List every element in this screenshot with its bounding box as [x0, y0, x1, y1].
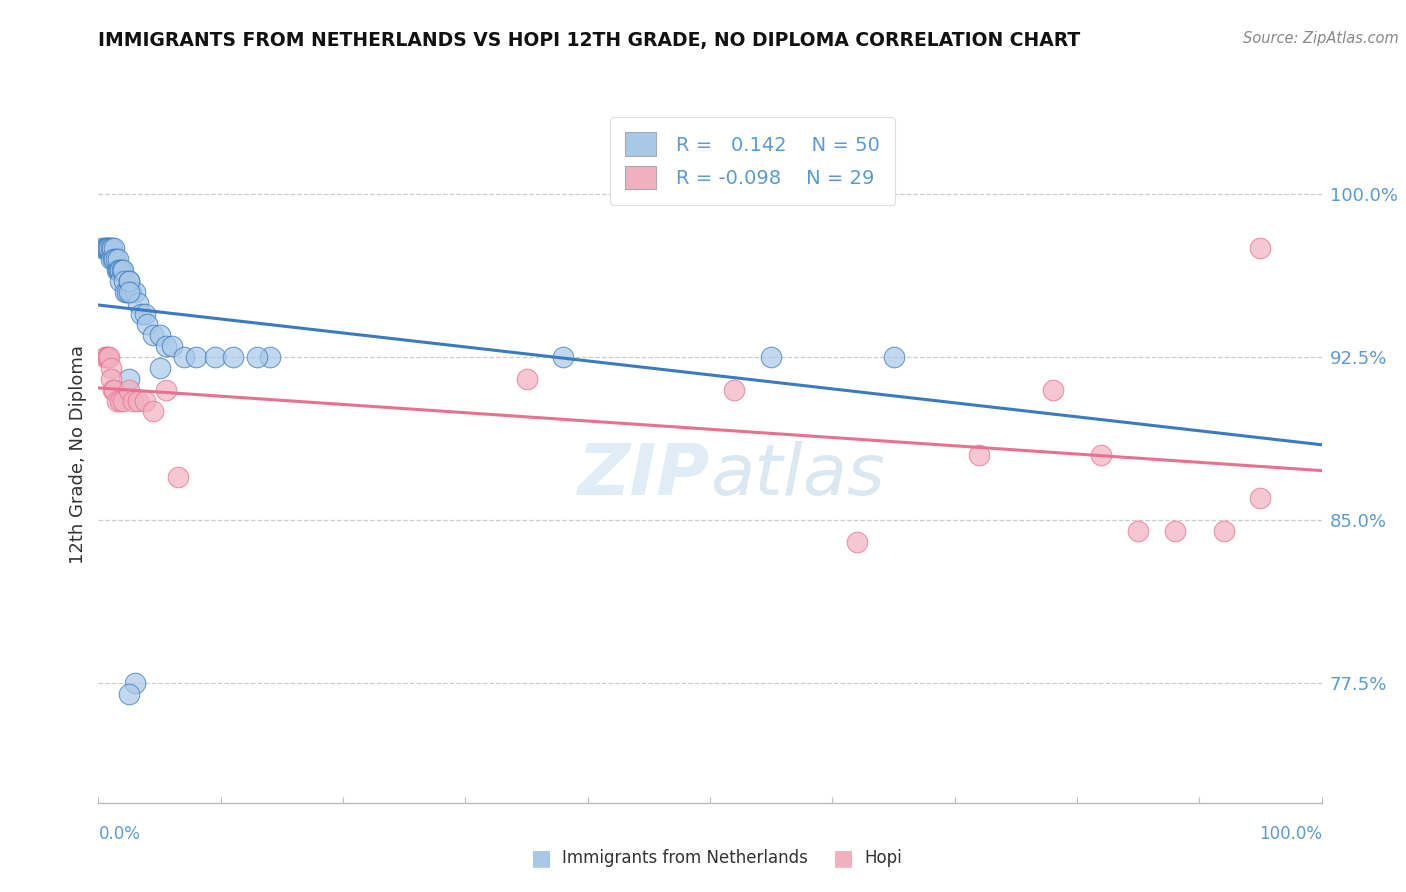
- Text: Hopi: Hopi: [865, 849, 903, 867]
- Text: 100.0%: 100.0%: [1258, 825, 1322, 843]
- Point: [121, 393, 143, 408]
- Point: [134, 307, 156, 321]
- Point: [967, 448, 990, 462]
- Point: [118, 383, 141, 397]
- Point: [111, 393, 134, 408]
- Text: atlas: atlas: [710, 442, 884, 510]
- Point: [97, 241, 120, 255]
- Point: [127, 393, 149, 408]
- Point: [155, 339, 177, 353]
- Point: [111, 263, 134, 277]
- Point: [173, 350, 195, 364]
- Point: [883, 350, 905, 364]
- Point: [246, 350, 269, 364]
- Point: [118, 285, 141, 299]
- Point: [110, 393, 132, 408]
- Point: [101, 241, 124, 255]
- Point: [104, 252, 127, 267]
- Point: [93, 350, 115, 364]
- Point: [103, 241, 125, 255]
- Point: [114, 285, 136, 299]
- Point: [118, 372, 141, 386]
- Point: [118, 687, 141, 701]
- Point: [103, 383, 125, 397]
- Point: [155, 383, 177, 397]
- Point: [1042, 383, 1064, 397]
- Point: [101, 252, 124, 267]
- Point: [100, 360, 122, 375]
- Point: [1164, 524, 1187, 538]
- Text: ZIP: ZIP: [578, 442, 710, 510]
- Point: [515, 372, 537, 386]
- Point: [96, 241, 118, 255]
- Point: [100, 372, 122, 386]
- Point: [129, 307, 152, 321]
- Point: [118, 274, 141, 288]
- Point: [142, 328, 165, 343]
- Point: [108, 263, 131, 277]
- Point: [94, 241, 117, 255]
- Point: [1090, 448, 1112, 462]
- Point: [107, 263, 129, 277]
- Point: [553, 350, 575, 364]
- Point: [142, 404, 165, 418]
- Point: [97, 350, 120, 364]
- Point: [100, 252, 122, 267]
- Text: 0.0%: 0.0%: [98, 825, 141, 843]
- Point: [115, 285, 138, 299]
- Point: [111, 263, 134, 277]
- Point: [110, 274, 132, 288]
- Legend: R =   0.142    N = 50, R = -0.098    N = 29: R = 0.142 N = 50, R = -0.098 N = 29: [610, 117, 896, 205]
- Point: [98, 350, 121, 364]
- Point: [127, 295, 149, 310]
- Point: [103, 252, 125, 267]
- Point: [222, 350, 245, 364]
- Point: [100, 241, 122, 255]
- Point: [186, 350, 208, 364]
- Y-axis label: 12th Grade, No Diploma: 12th Grade, No Diploma: [69, 345, 87, 565]
- Text: IMMIGRANTS FROM NETHERLANDS VS HOPI 12TH GRADE, NO DIPLOMA CORRELATION CHART: IMMIGRANTS FROM NETHERLANDS VS HOPI 12TH…: [98, 31, 1081, 50]
- Point: [98, 241, 121, 255]
- Point: [134, 393, 156, 408]
- Point: [105, 263, 128, 277]
- Text: Source: ZipAtlas.com: Source: ZipAtlas.com: [1243, 31, 1399, 46]
- Point: [136, 318, 159, 332]
- Point: [761, 350, 783, 364]
- Text: Immigrants from Netherlands: Immigrants from Netherlands: [562, 849, 808, 867]
- Point: [105, 393, 128, 408]
- Point: [120, 285, 142, 299]
- Point: [1128, 524, 1150, 538]
- Point: [112, 274, 135, 288]
- Point: [149, 360, 172, 375]
- Point: [107, 252, 129, 267]
- Text: ■: ■: [834, 848, 853, 868]
- Point: [93, 241, 115, 255]
- Point: [167, 469, 190, 483]
- Point: [1249, 241, 1271, 255]
- Point: [149, 328, 172, 343]
- Point: [1212, 524, 1234, 538]
- Point: [204, 350, 226, 364]
- Point: [118, 274, 141, 288]
- Point: [110, 263, 132, 277]
- Point: [1249, 491, 1271, 506]
- Point: [845, 534, 868, 549]
- Point: [91, 241, 114, 255]
- Point: [124, 676, 146, 690]
- Point: [101, 383, 124, 397]
- Point: [160, 339, 183, 353]
- Point: [723, 383, 745, 397]
- Point: [124, 285, 146, 299]
- Text: ■: ■: [531, 848, 551, 868]
- Point: [96, 350, 118, 364]
- Point: [259, 350, 281, 364]
